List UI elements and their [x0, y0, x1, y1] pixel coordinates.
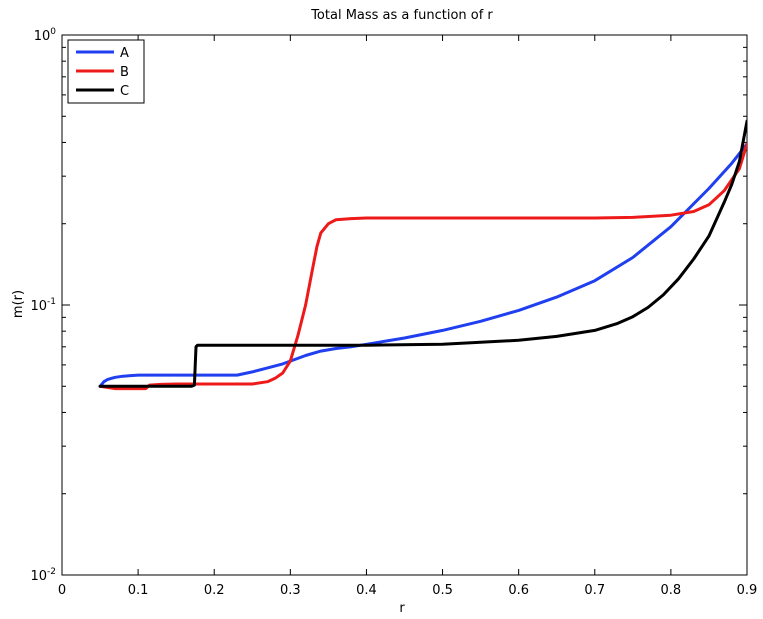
x-tick-label: 0: [58, 583, 66, 598]
series-group: [98, 119, 747, 391]
legend: ABC: [67, 39, 145, 104]
x-tick-label: 0.2: [204, 583, 225, 598]
y-tick-label: 100: [34, 27, 57, 44]
y-tick-label-exponent: 0: [50, 27, 56, 37]
plot-frame: [61, 34, 748, 576]
y-tick-label-exponent: -2: [47, 567, 56, 577]
x-axis-label: r: [399, 601, 405, 616]
legend-label-c: C: [120, 84, 129, 99]
x-tick-label: 0.9: [737, 583, 758, 598]
y-tick-label-exponent: -1: [47, 297, 56, 307]
y-tick-label-base: 10: [30, 569, 47, 584]
x-tick-label: 0.4: [356, 583, 377, 598]
x-tick-label: 0.8: [661, 583, 682, 598]
chart-title: Total Mass as a function of r: [310, 8, 493, 23]
y-axis-label: m(r): [11, 290, 26, 318]
series-line-a: [98, 142, 747, 388]
series-line-c: [98, 119, 747, 388]
series-line-b: [98, 142, 747, 391]
y-tick-label: 10-1: [30, 297, 56, 314]
legend-label-a: A: [120, 46, 129, 61]
legend-label-b: B: [120, 65, 129, 80]
y-tick-label-base: 10: [34, 29, 51, 44]
x-tick-label: 0.5: [432, 583, 453, 598]
y-tick-label-base: 10: [30, 299, 47, 314]
x-tick-label: 0.3: [280, 583, 301, 598]
x-tick-label: 0.6: [508, 583, 529, 598]
x-tick-label: 0.7: [584, 583, 605, 598]
y-tick-label: 10-2: [30, 567, 56, 584]
x-tick-label: 0.1: [128, 583, 149, 598]
